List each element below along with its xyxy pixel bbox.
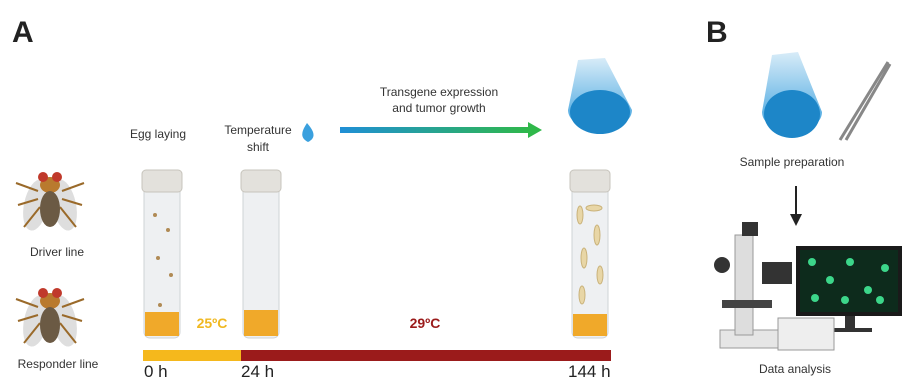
panel-label: B [706,16,728,49]
vial [570,170,610,338]
timepoint: 0 h [144,362,168,381]
step-label: Sample preparation [740,155,845,169]
responder-label: Responder line [18,357,99,371]
fly-icon [16,172,84,233]
arrow [340,127,530,133]
droplet-icon [302,123,313,142]
fly-icon [16,288,84,349]
timepoint: 24 h [241,362,274,381]
arrow-head [790,214,802,226]
temperature: 25ºC [197,315,228,331]
tube-icon [764,90,820,138]
tube-icon [570,90,630,134]
step-label: shift [247,140,270,154]
food [145,312,179,336]
food [244,310,278,336]
tweezers-icon [840,62,890,140]
panel-b: B Sample preparation Data analysis [706,16,902,376]
driver-label: Driver line [30,245,84,259]
step-label: Egg laying [130,127,186,141]
timeline-segment [241,350,611,361]
step-label: Temperature [224,123,292,137]
step-label: Transgene expression [380,85,498,99]
timepoint: 144 h [568,362,611,381]
device-icon [778,318,834,350]
arrow-head [528,122,542,138]
step-label: and tumor growth [392,101,485,115]
panel-a: A Driver line Responder line Egg laying … [12,16,632,381]
step-label: Data analysis [759,362,831,376]
figure: A Driver line Responder line Egg laying … [0,0,903,381]
timeline-segment [143,350,241,361]
temperature: 29ºC [410,315,441,331]
panel-label: A [12,16,34,49]
food [573,314,607,336]
